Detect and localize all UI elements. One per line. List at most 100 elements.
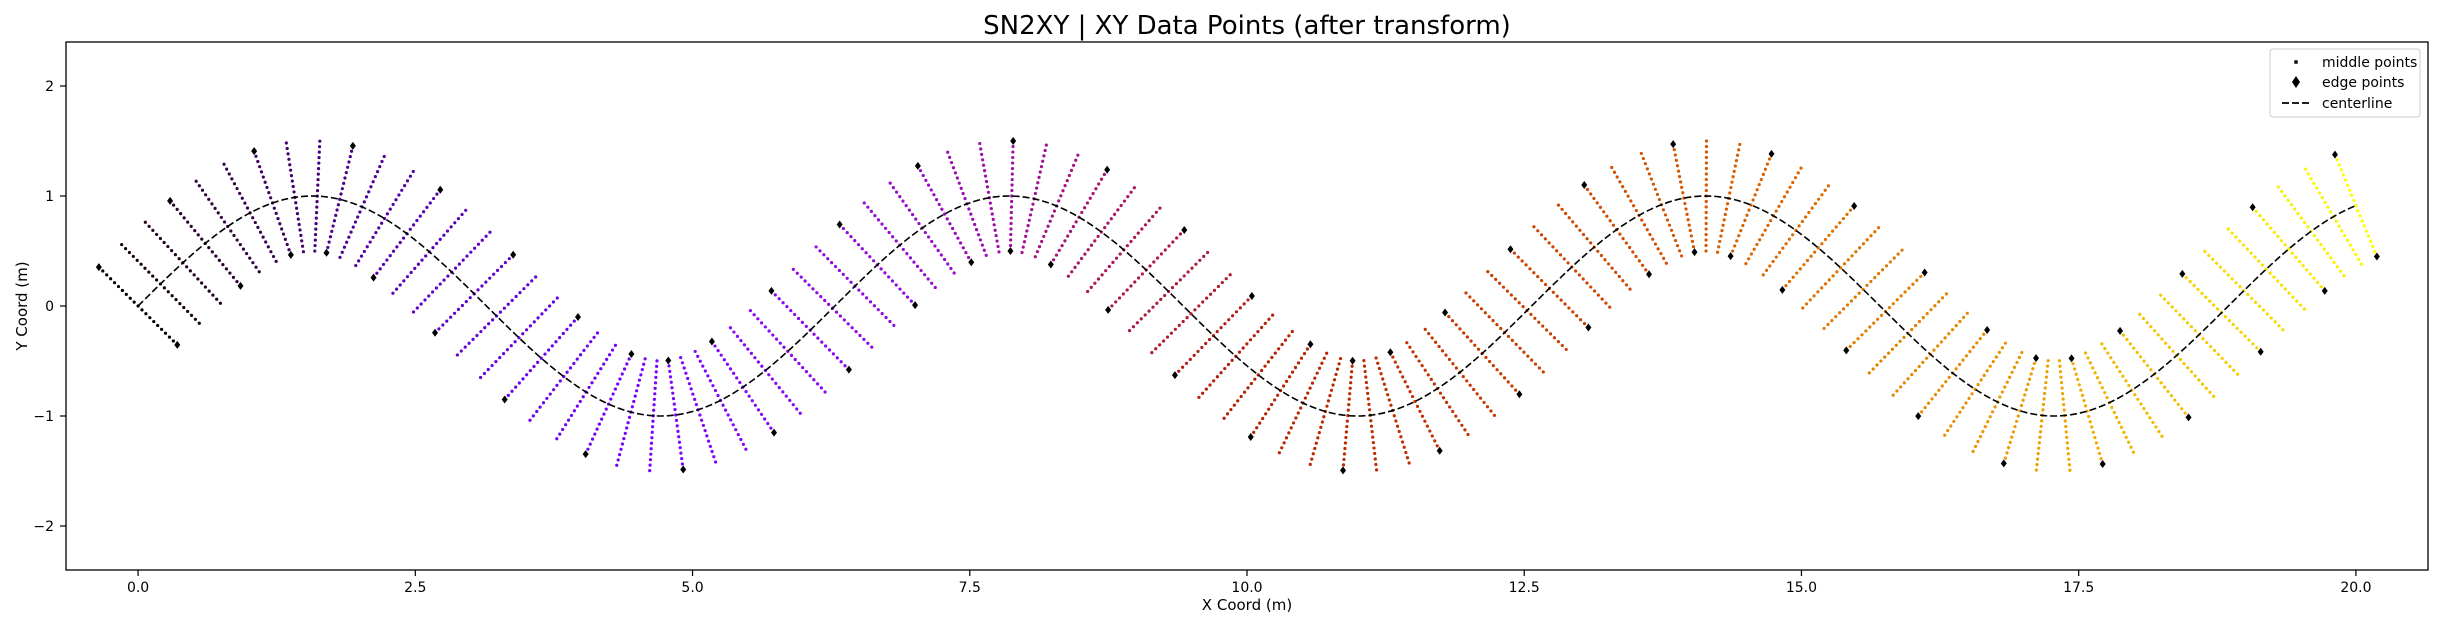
middle-point [891, 186, 895, 190]
middle-point [1334, 372, 1338, 377]
middle-point [1440, 349, 1445, 353]
middle-point [1463, 428, 1467, 432]
edge-point [1727, 252, 1734, 261]
x-tick-label: 17.5 [2063, 580, 2094, 596]
middle-point [1715, 250, 1720, 254]
middle-point [2141, 316, 2146, 321]
middle-point [2098, 381, 2102, 385]
middle-point [1073, 265, 1077, 269]
middle-point [1761, 172, 1765, 176]
middle-point [314, 216, 318, 220]
middle-point [1787, 237, 1791, 241]
middle-point [1204, 387, 1208, 391]
middle-point [1349, 381, 1353, 385]
middle-point [1848, 208, 1853, 212]
middle-point [495, 268, 500, 272]
middle-point [2169, 394, 2174, 398]
middle-point [1791, 233, 1795, 237]
middle-point [1567, 216, 1571, 220]
middle-point [948, 222, 952, 226]
middle-point [713, 344, 717, 348]
middle-point [568, 366, 573, 370]
middle-point [2171, 349, 2175, 353]
middle-point [2115, 415, 2119, 420]
middle-point [698, 413, 702, 417]
middle-point [335, 208, 339, 212]
middle-point [773, 293, 777, 297]
middle-point [756, 317, 760, 321]
middle-point [1949, 424, 1953, 428]
middle-point [347, 235, 351, 239]
middle-point [1642, 223, 1647, 227]
middle-point [2043, 391, 2047, 396]
middle-point [1259, 325, 1264, 330]
middle-point [1850, 254, 1854, 258]
middle-point [2335, 265, 2339, 269]
middle-point [2011, 430, 2016, 434]
middle-point [1302, 351, 1307, 356]
middle-point [1100, 273, 1104, 277]
middle-point [1993, 405, 1997, 409]
middle-point [845, 276, 849, 280]
middle-point [1910, 327, 1914, 332]
middle-point [513, 340, 517, 344]
middle-point [672, 402, 676, 406]
middle-point [1374, 462, 1378, 467]
middle-point [600, 417, 604, 421]
middle-point [984, 179, 989, 184]
middle-point [1237, 350, 1242, 354]
middle-point [2142, 406, 2146, 411]
x-tick-label: 7.5 [959, 580, 981, 596]
middle-point [1347, 403, 1351, 407]
middle-point [362, 200, 366, 204]
middle-point [231, 275, 236, 279]
middle-point [994, 234, 998, 238]
middle-point [1805, 258, 1810, 263]
edge-point [912, 301, 919, 310]
middle-point [565, 327, 569, 331]
middle-point [1574, 269, 1578, 273]
middle-point [1270, 355, 1274, 360]
middle-point [1644, 268, 1648, 272]
middle-point [713, 388, 718, 393]
middle-point [2368, 239, 2373, 243]
middle-point [502, 306, 506, 310]
middle-point [1343, 441, 1348, 445]
middle-point [155, 232, 159, 237]
middle-point [2095, 376, 2100, 380]
middle-point [607, 353, 612, 357]
middle-point [1325, 351, 1329, 355]
middle-point [1468, 383, 1472, 387]
middle-point [1662, 256, 1666, 261]
middle-point [811, 287, 815, 291]
middle-point [2356, 209, 2360, 213]
middle-point [701, 423, 705, 428]
middle-point [1598, 205, 1603, 209]
middle-point [2066, 446, 2070, 450]
middle-point [1807, 210, 1811, 215]
middle-point [1902, 381, 1906, 385]
middle-point [777, 297, 781, 301]
middle-point [1044, 229, 1048, 233]
edge-point [1851, 201, 1858, 210]
middle-point [677, 435, 681, 439]
middle-point [2125, 337, 2129, 342]
middle-point [1543, 237, 1547, 241]
middle-point [498, 310, 503, 314]
middle-point [1733, 164, 1737, 168]
middle-point [1010, 199, 1014, 204]
middle-point [860, 247, 864, 251]
middle-point [2024, 388, 2028, 392]
middle-point [803, 279, 807, 283]
middle-point [1919, 274, 1923, 279]
middle-point [1010, 172, 1014, 176]
middle-point [698, 359, 702, 363]
middle-point [1536, 275, 1540, 279]
middle-point [1222, 416, 1226, 420]
legend-edge-points-label: edge points [2322, 75, 2404, 91]
middle-point [687, 382, 692, 386]
middle-point [2236, 372, 2240, 376]
middle-point [178, 301, 182, 306]
middle-point [648, 458, 653, 462]
middle-point [713, 460, 718, 464]
